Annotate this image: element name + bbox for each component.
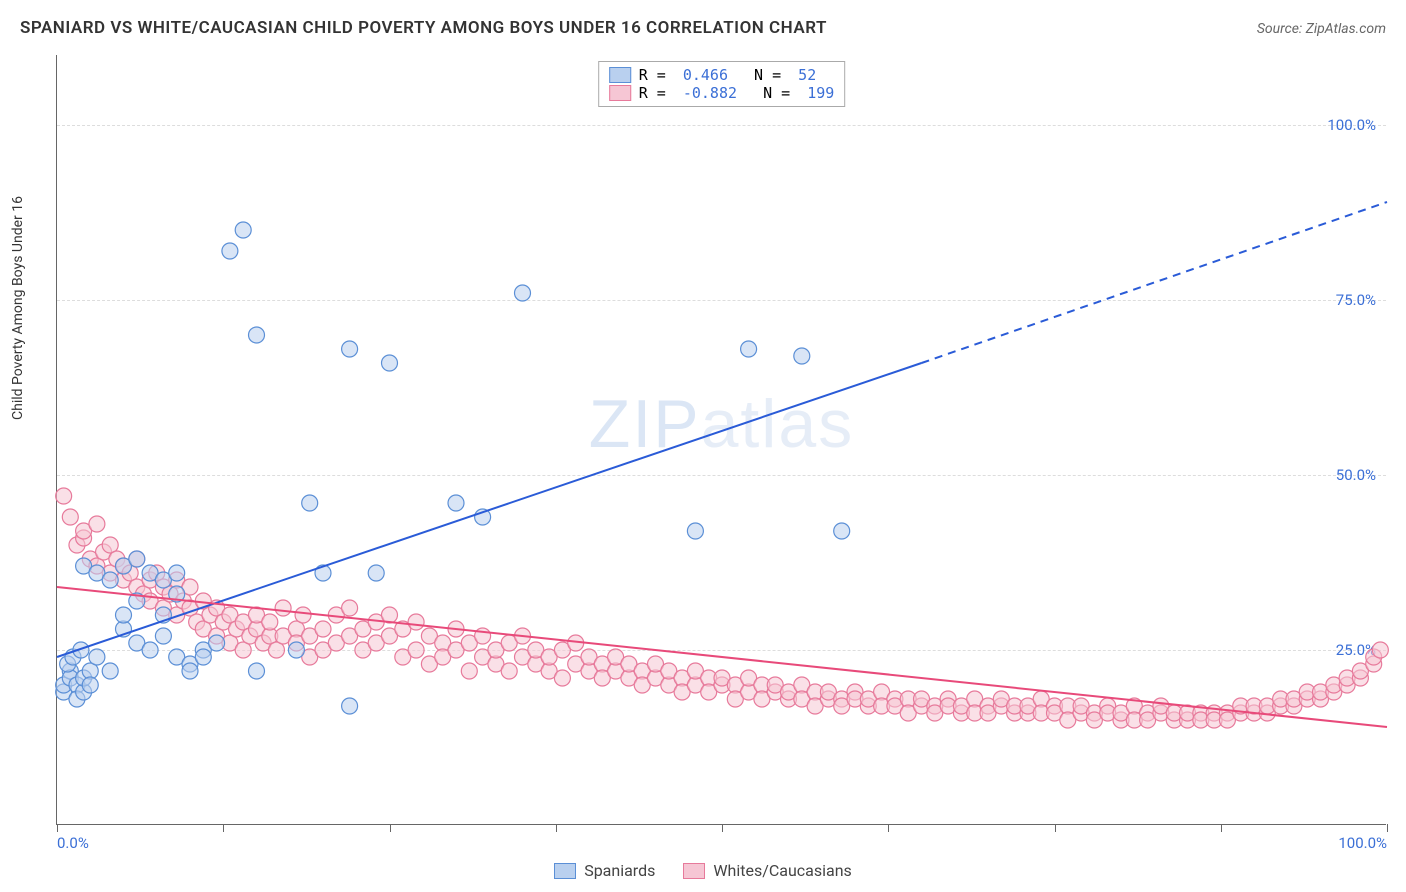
legend-swatch-whites (609, 85, 631, 101)
plot-area: ZIPatlas R = 0.466 N = 52 R = -0.882 N =… (56, 55, 1386, 825)
legend-swatch-spaniards-bottom (554, 863, 576, 879)
correlation-legend: R = 0.466 N = 52 R = -0.882 N = 199 (598, 61, 846, 107)
n-value-spaniards: 52 (798, 66, 816, 84)
x-tick (1387, 824, 1388, 832)
source-attribution: Source: ZipAtlas.com (1257, 21, 1386, 37)
r-value-whites: -0.882 (683, 84, 737, 102)
x-tick (888, 824, 889, 832)
legend-label-spaniards: Spaniards (584, 861, 655, 880)
legend-row-whites: R = -0.882 N = 199 (609, 84, 835, 102)
x-tick (223, 824, 224, 832)
y-axis-label: Child Poverty Among Boys Under 16 (10, 196, 26, 420)
chart-header: SPANIARD VS WHITE/CAUCASIAN CHILD POVERT… (20, 18, 1386, 38)
source-label: Source: (1257, 21, 1306, 37)
legend-label-whites: Whites/Caucasians (713, 861, 851, 880)
x-tick (1221, 824, 1222, 832)
r-value-spaniards: 0.466 (683, 66, 728, 84)
scatter-chart-svg (57, 55, 1386, 824)
legend-item-whites: Whites/Caucasians (683, 861, 851, 880)
series-legend: Spaniards Whites/Caucasians (0, 861, 1406, 880)
legend-swatch-spaniards (609, 67, 631, 83)
legend-swatch-whites-bottom (683, 863, 705, 879)
n-value-whites: 199 (807, 84, 834, 102)
x-tick (57, 824, 58, 832)
chart-title: SPANIARD VS WHITE/CAUCASIAN CHILD POVERT… (20, 18, 827, 38)
legend-item-spaniards: Spaniards (554, 861, 655, 880)
x-tick-label: 0.0% (57, 834, 89, 852)
x-tick (556, 824, 557, 832)
x-tick (1055, 824, 1056, 832)
legend-row-spaniards: R = 0.466 N = 52 (609, 66, 835, 84)
x-tick (390, 824, 391, 832)
source-name: ZipAtlas.com (1306, 21, 1386, 37)
x-tick (722, 824, 723, 832)
x-tick-label: 100.0% (1338, 834, 1387, 852)
